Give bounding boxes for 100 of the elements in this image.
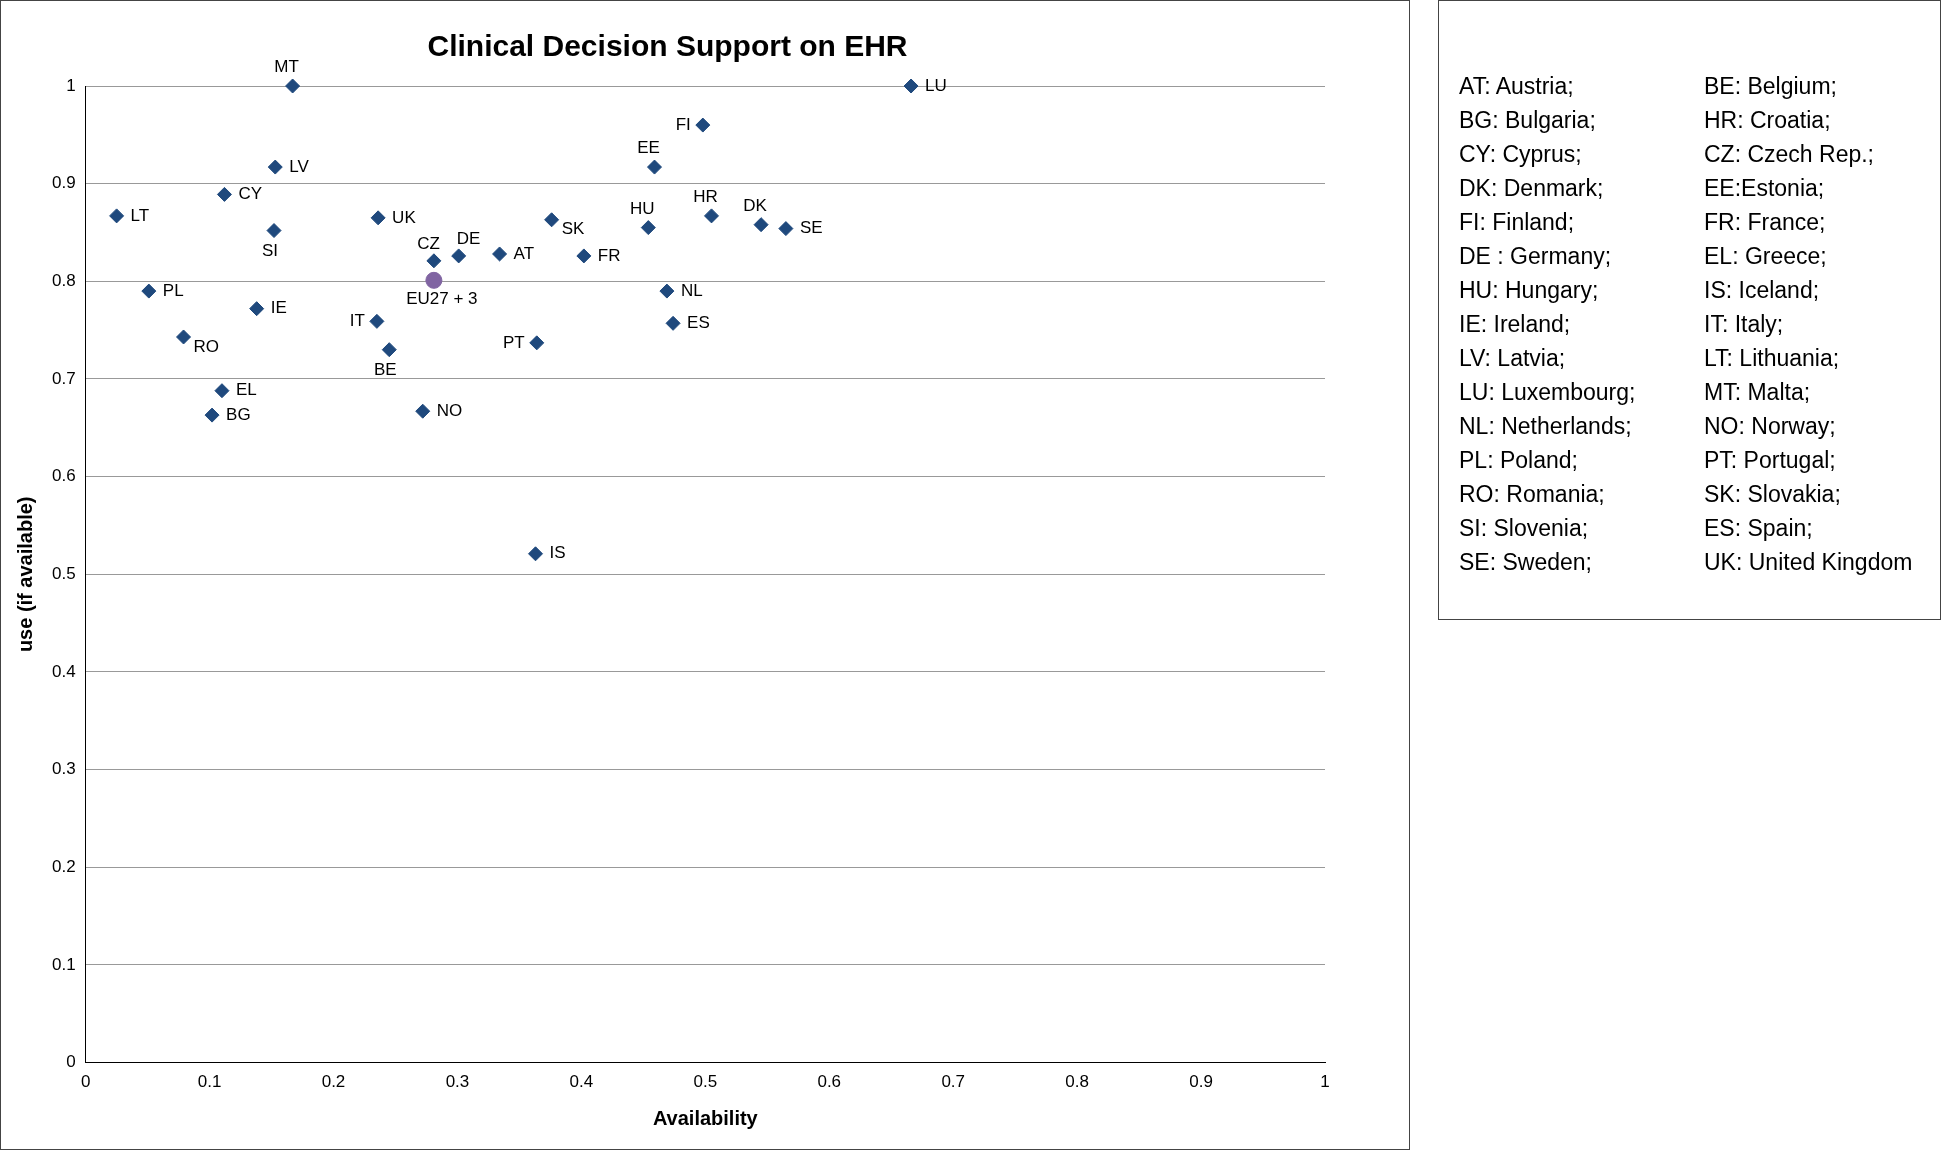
annotation: NO	[436, 400, 463, 420]
x-tick-label: 0.6	[817, 1072, 842, 1092]
point	[425, 271, 443, 289]
x-axis-title: Availability	[652, 1106, 759, 1129]
text: EE:Estonia;	[1704, 175, 1826, 202]
annotation: FI	[675, 114, 691, 134]
annotation: SI	[261, 240, 279, 260]
y-tick-label: 0.7	[51, 368, 76, 388]
y-tick-label: 0.1	[51, 954, 76, 974]
annotation: PL	[162, 280, 184, 300]
point	[369, 313, 385, 329]
x-tick-label: 0.9	[1189, 1072, 1213, 1092]
annotation: HR	[693, 187, 718, 207]
annotation: FR	[597, 245, 621, 265]
point	[204, 407, 220, 423]
text: FR: France;	[1704, 209, 1827, 236]
annotation: CZ	[417, 234, 440, 253]
chart-title: Clinical Decision Support on EHR	[427, 29, 908, 63]
point	[903, 78, 919, 94]
annotation: DE	[456, 229, 481, 249]
point	[647, 159, 662, 175]
point	[109, 208, 125, 224]
point	[214, 383, 230, 399]
annotation: IE	[270, 298, 287, 318]
point	[249, 301, 265, 317]
text: NO: Norway;	[1704, 413, 1837, 440]
point	[640, 220, 656, 236]
text: AT: Austria;	[1459, 73, 1575, 100]
annotation: EE	[637, 138, 660, 158]
text: CY: Cyprus;	[1459, 141, 1583, 168]
text: ES: Spain;	[1704, 515, 1814, 542]
point	[415, 403, 431, 419]
y-tick-label: 0.4	[51, 661, 76, 681]
annotation: ES	[687, 313, 710, 332]
text: HU: Hungary;	[1459, 277, 1600, 304]
text: LU: Luxembourg;	[1459, 379, 1637, 406]
point	[576, 248, 592, 264]
text: FI: Finland;	[1459, 209, 1576, 236]
annotation: LV	[289, 156, 310, 176]
text: LV: Latvia;	[1459, 345, 1567, 372]
text: SI: Slovenia;	[1459, 515, 1590, 542]
annotation: SE	[799, 218, 823, 238]
point	[659, 283, 675, 299]
y-tick-label: 0.9	[51, 173, 76, 193]
text: RO: Romania;	[1459, 481, 1606, 508]
annotation: LT	[130, 205, 150, 225]
annotation: IT	[349, 311, 365, 331]
text: PT: Portugal;	[1704, 447, 1837, 474]
text: IT: Italy;	[1704, 311, 1785, 338]
point	[544, 212, 560, 228]
y-tick-label: 0.5	[51, 563, 76, 583]
y-tick-label: 0.6	[51, 466, 76, 486]
annotation: PT	[503, 332, 525, 352]
point	[266, 223, 282, 239]
annotation: HU	[630, 198, 655, 218]
y-axis-title: use (if available)	[13, 496, 36, 653]
annotation: NL	[680, 280, 703, 300]
x-tick-label: 0.8	[1065, 1072, 1089, 1092]
annotation: BE	[373, 359, 397, 379]
point	[665, 315, 681, 331]
point	[285, 78, 301, 94]
text: NL: Netherlands;	[1459, 413, 1633, 440]
point	[426, 253, 442, 269]
point	[451, 248, 467, 264]
annotation: IS	[549, 543, 566, 563]
text: BE: Belgium;	[1704, 73, 1838, 100]
y-tick-label: 0.3	[51, 759, 76, 779]
y-tick-label: 0.8	[51, 271, 76, 291]
annotation: SK	[561, 219, 585, 239]
x-tick-label: 0.4	[569, 1072, 594, 1092]
text: DK: Denmark;	[1459, 175, 1605, 202]
point	[216, 186, 232, 202]
point	[267, 159, 283, 175]
text: BG: Bulgaria;	[1459, 107, 1597, 134]
x-tick-label: 0.2	[321, 1072, 346, 1092]
text: SE: Sweden;	[1459, 549, 1593, 576]
annotation: AT	[513, 243, 535, 263]
annotation: UK	[392, 207, 417, 227]
x-tick-label: 0.7	[941, 1072, 966, 1092]
point	[141, 283, 157, 299]
text: LT: Lithuania;	[1704, 345, 1841, 372]
text: PL: Poland;	[1459, 447, 1579, 474]
text: UK: United Kingdom	[1704, 549, 1914, 576]
text: EL: Greece;	[1704, 243, 1828, 270]
annotation: DK	[743, 195, 768, 215]
annotation: RO	[193, 336, 220, 356]
annotation: BG	[226, 404, 251, 424]
x-tick-label: 0.3	[445, 1072, 470, 1092]
y-tick-label: 0.2	[51, 856, 76, 876]
x-tick-label: 0.1	[197, 1072, 222, 1092]
point	[370, 210, 386, 226]
text: MT: Malta;	[1704, 379, 1812, 406]
point	[176, 329, 192, 345]
point	[381, 342, 397, 358]
annotation: MT	[274, 57, 299, 77]
text: IS: Iceland;	[1704, 277, 1821, 304]
point	[492, 246, 508, 262]
y-tick-label: 1	[66, 75, 76, 95]
text: HR: Croatia;	[1704, 107, 1832, 134]
point	[778, 221, 794, 237]
